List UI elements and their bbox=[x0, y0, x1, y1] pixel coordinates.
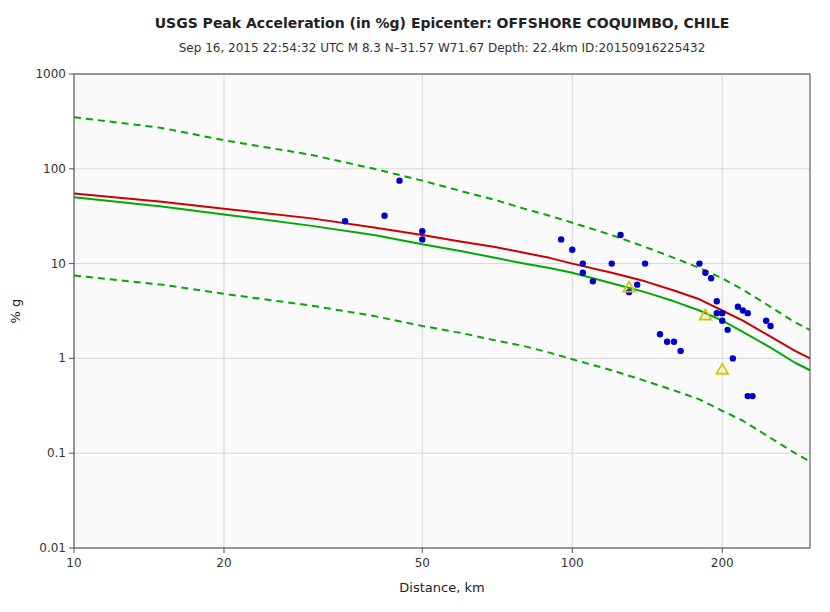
dot bbox=[671, 339, 677, 345]
dot bbox=[677, 348, 683, 354]
line bbox=[74, 117, 810, 330]
y-grid-line bbox=[74, 168, 810, 169]
y-tick bbox=[69, 548, 74, 549]
dot bbox=[342, 218, 348, 224]
triangle-point bbox=[623, 282, 635, 292]
x-tick bbox=[722, 548, 723, 553]
y-axis-label: % g bbox=[8, 299, 23, 324]
x-tick-label: 50 bbox=[415, 556, 430, 570]
dot bbox=[714, 298, 720, 304]
plot-background bbox=[74, 74, 810, 548]
dot bbox=[657, 331, 663, 337]
y-tick-label: 100 bbox=[43, 162, 66, 176]
y-tick-label: 1 bbox=[58, 351, 66, 365]
x-grid-line bbox=[422, 74, 423, 548]
y-tick-label: 0.01 bbox=[39, 541, 66, 555]
dot bbox=[767, 323, 773, 329]
x-tick bbox=[422, 548, 423, 553]
dot bbox=[719, 317, 725, 323]
series bbox=[342, 177, 774, 399]
series bbox=[74, 193, 810, 358]
dot bbox=[419, 236, 425, 242]
y-tick bbox=[69, 263, 74, 264]
x-grid-line bbox=[223, 74, 224, 548]
dot bbox=[702, 270, 708, 276]
dot bbox=[763, 317, 769, 323]
y-tick-label: 1000 bbox=[35, 67, 66, 81]
y-tick bbox=[69, 74, 74, 75]
dot bbox=[749, 393, 755, 399]
series bbox=[74, 275, 810, 461]
triangle-point bbox=[716, 364, 728, 374]
dot bbox=[617, 232, 623, 238]
y-grid-line bbox=[74, 358, 810, 359]
dot bbox=[730, 355, 736, 361]
y-tick bbox=[69, 358, 74, 359]
dot bbox=[642, 260, 648, 266]
grid bbox=[74, 74, 810, 548]
dot bbox=[396, 177, 402, 183]
plot-frame bbox=[74, 74, 810, 548]
dot bbox=[714, 310, 720, 316]
x-grid-line bbox=[572, 74, 573, 548]
y-grid-line bbox=[74, 453, 810, 454]
line bbox=[74, 193, 810, 358]
x-axis-label: Distance, km bbox=[399, 580, 484, 595]
dot bbox=[609, 260, 615, 266]
line bbox=[74, 275, 810, 461]
y-tick-label: 0.1 bbox=[47, 446, 66, 460]
y-tick bbox=[69, 453, 74, 454]
x-tick bbox=[223, 548, 224, 553]
x-tick-label: 10 bbox=[66, 556, 81, 570]
subtitle: Sep 16, 2015 22:54:32 UTC M 8.3 N–31.57 … bbox=[179, 41, 706, 55]
x-tick bbox=[572, 548, 573, 553]
dot bbox=[419, 228, 425, 234]
x-tick-label: 200 bbox=[711, 556, 734, 570]
dot bbox=[634, 281, 640, 287]
x-tick bbox=[74, 548, 75, 553]
x-tick-label: 20 bbox=[216, 556, 231, 570]
y-tick bbox=[69, 168, 74, 169]
dot bbox=[381, 213, 387, 219]
line bbox=[74, 197, 810, 370]
dot bbox=[745, 310, 751, 316]
chart: 10 20 50 100 200 0.01 0.1 1 10 100 1000 USGS Peak A… bbox=[0, 0, 830, 612]
dot bbox=[724, 327, 730, 333]
dot bbox=[569, 247, 575, 253]
dot bbox=[696, 260, 702, 266]
series bbox=[623, 282, 728, 374]
title: USGS Peak Acceleration (in %g) Epicenter… bbox=[155, 15, 730, 31]
series bbox=[74, 117, 810, 330]
dot bbox=[580, 270, 586, 276]
dot bbox=[664, 339, 670, 345]
dot bbox=[580, 260, 586, 266]
dot bbox=[719, 310, 725, 316]
y-tick-label: 10 bbox=[51, 257, 66, 271]
dot bbox=[590, 278, 596, 284]
triangle-point bbox=[700, 310, 712, 320]
plot-data bbox=[74, 117, 810, 461]
dot bbox=[558, 236, 564, 242]
dot bbox=[708, 275, 714, 281]
series bbox=[74, 197, 810, 370]
x-tick-label: 100 bbox=[561, 556, 584, 570]
